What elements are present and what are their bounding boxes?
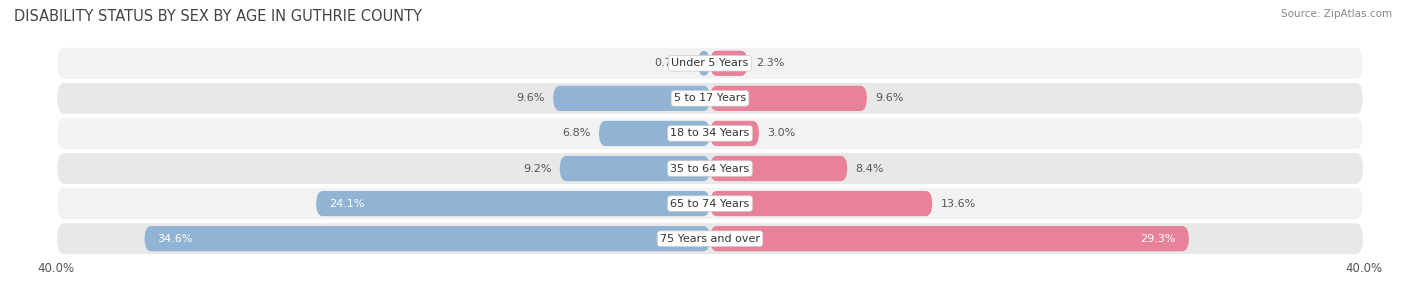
Text: 9.6%: 9.6% — [516, 93, 546, 103]
Text: 6.8%: 6.8% — [562, 128, 591, 138]
Text: Source: ZipAtlas.com: Source: ZipAtlas.com — [1281, 9, 1392, 19]
Text: 0.75%: 0.75% — [654, 58, 689, 68]
Text: 3.0%: 3.0% — [768, 128, 796, 138]
FancyBboxPatch shape — [56, 47, 1364, 80]
FancyBboxPatch shape — [697, 51, 710, 76]
FancyBboxPatch shape — [599, 121, 710, 146]
Text: 29.3%: 29.3% — [1140, 234, 1175, 244]
Text: 24.1%: 24.1% — [329, 199, 364, 209]
FancyBboxPatch shape — [145, 226, 710, 251]
Text: 35 to 64 Years: 35 to 64 Years — [671, 163, 749, 174]
FancyBboxPatch shape — [553, 86, 710, 111]
Text: 75 Years and over: 75 Years and over — [659, 234, 761, 244]
FancyBboxPatch shape — [710, 156, 848, 181]
Text: 8.4%: 8.4% — [855, 163, 884, 174]
Text: 2.3%: 2.3% — [756, 58, 785, 68]
Text: 65 to 74 Years: 65 to 74 Years — [671, 199, 749, 209]
Text: 34.6%: 34.6% — [157, 234, 193, 244]
FancyBboxPatch shape — [710, 191, 932, 216]
Text: 13.6%: 13.6% — [941, 199, 976, 209]
FancyBboxPatch shape — [316, 191, 710, 216]
FancyBboxPatch shape — [56, 82, 1364, 115]
Text: 9.2%: 9.2% — [523, 163, 551, 174]
Text: 18 to 34 Years: 18 to 34 Years — [671, 128, 749, 138]
Text: 5 to 17 Years: 5 to 17 Years — [673, 93, 747, 103]
FancyBboxPatch shape — [710, 226, 1189, 251]
Text: 9.6%: 9.6% — [875, 93, 904, 103]
FancyBboxPatch shape — [710, 86, 868, 111]
FancyBboxPatch shape — [56, 222, 1364, 255]
FancyBboxPatch shape — [56, 152, 1364, 185]
FancyBboxPatch shape — [56, 187, 1364, 220]
Text: Under 5 Years: Under 5 Years — [672, 58, 748, 68]
FancyBboxPatch shape — [560, 156, 710, 181]
FancyBboxPatch shape — [56, 117, 1364, 150]
FancyBboxPatch shape — [710, 51, 748, 76]
Text: DISABILITY STATUS BY SEX BY AGE IN GUTHRIE COUNTY: DISABILITY STATUS BY SEX BY AGE IN GUTHR… — [14, 9, 422, 24]
FancyBboxPatch shape — [710, 121, 759, 146]
